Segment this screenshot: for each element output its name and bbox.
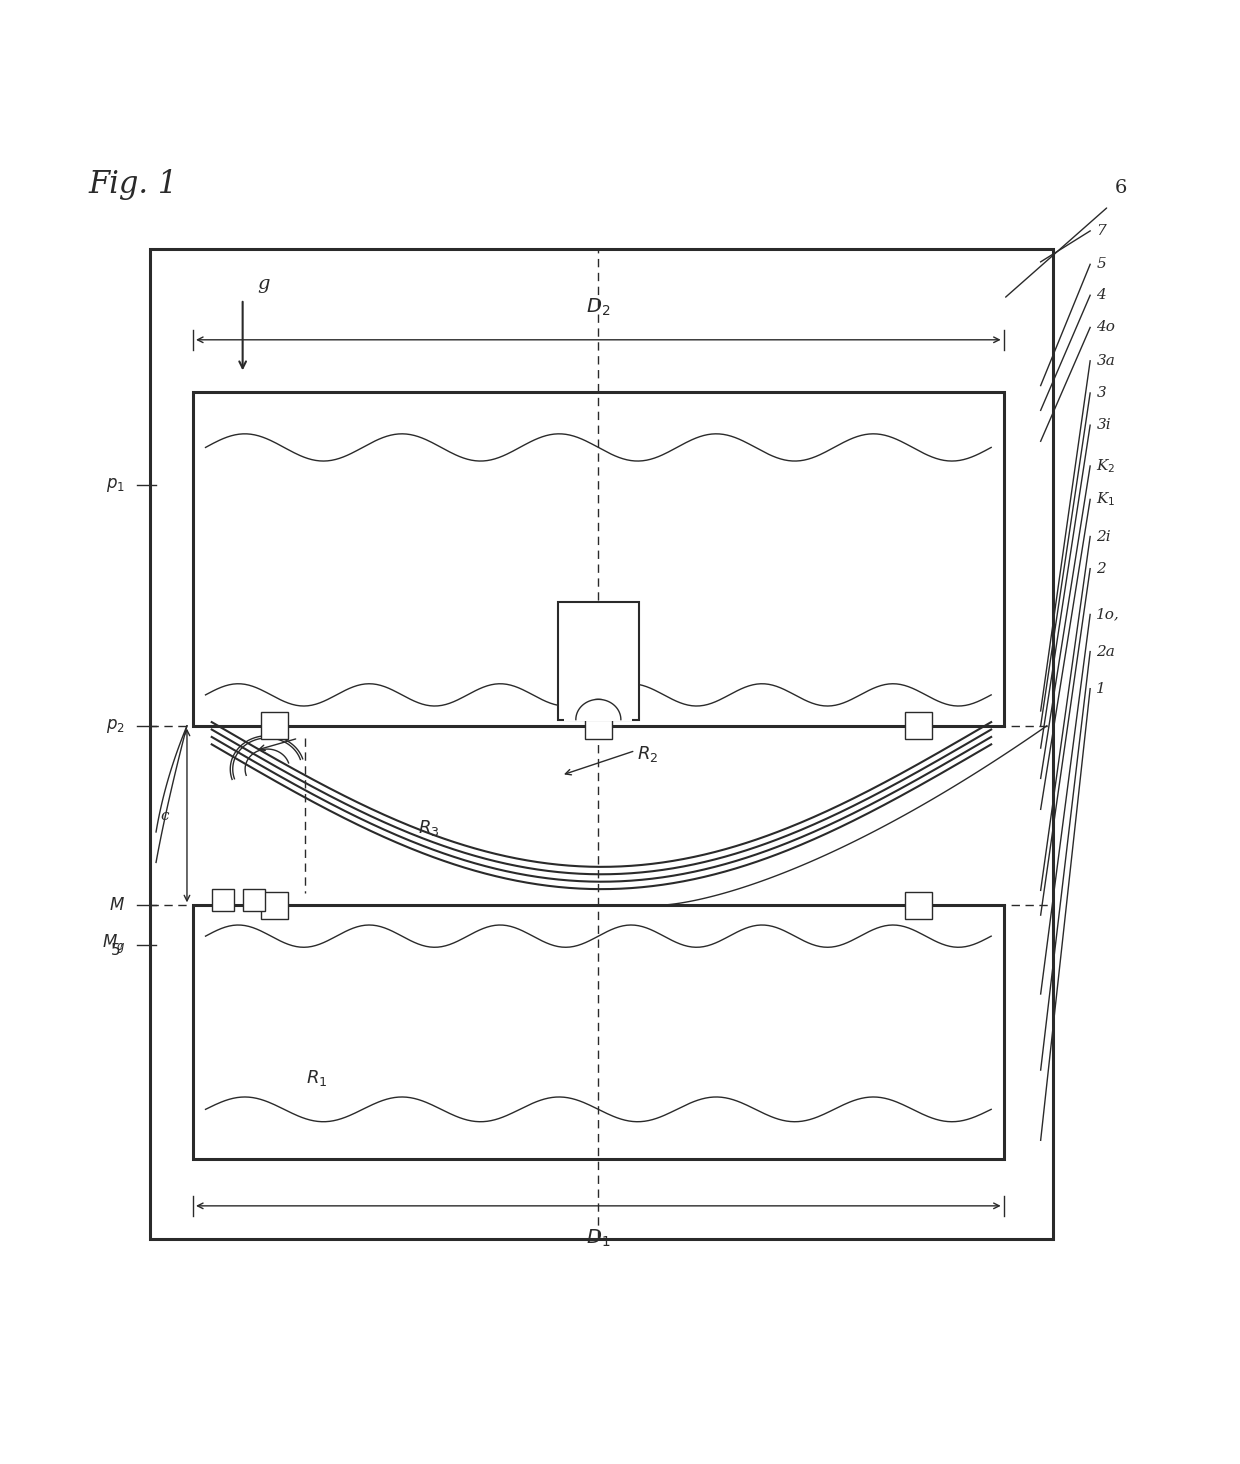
Text: 3: 3 [1096, 386, 1106, 400]
Text: 2: 2 [1096, 562, 1106, 575]
Bar [558, 602, 639, 720]
Text: $D_2$: $D_2$ [587, 296, 610, 318]
Text: 1: 1 [1096, 682, 1106, 695]
Text: 3i: 3i [1096, 419, 1111, 432]
Text: 4: 4 [1096, 288, 1106, 302]
Bar [212, 889, 234, 912]
Text: 4o: 4o [1096, 321, 1115, 334]
Text: $M$: $M$ [109, 897, 125, 914]
Bar [262, 892, 289, 919]
Text: $R_2$: $R_2$ [637, 744, 658, 764]
Text: 3a: 3a [1096, 354, 1115, 367]
Text: c: c [160, 808, 169, 823]
Text: $R_3$: $R_3$ [418, 818, 439, 837]
Text: K$_2$: K$_2$ [1096, 457, 1116, 474]
Bar [193, 905, 1003, 1159]
Text: $p_1$: $p_1$ [107, 476, 125, 495]
Bar [262, 712, 289, 739]
Text: $D_1$: $D_1$ [587, 1228, 610, 1249]
Text: 2a: 2a [1096, 644, 1115, 659]
Text: 1o,: 1o, [1096, 608, 1120, 621]
Text: K$_1$: K$_1$ [1096, 490, 1116, 508]
Text: g: g [258, 275, 270, 293]
Text: Fig. 1: Fig. 1 [88, 168, 177, 201]
Text: $5'$: $5'$ [110, 943, 125, 959]
Text: $M_g$: $M_g$ [102, 933, 125, 956]
Text: 2i: 2i [1096, 530, 1111, 543]
Text: 5: 5 [1096, 258, 1106, 271]
Bar [904, 892, 931, 919]
Bar [904, 712, 931, 739]
Text: $p_2$: $p_2$ [107, 717, 125, 735]
Bar [564, 700, 632, 720]
Text: $R_1$: $R_1$ [306, 1069, 327, 1088]
Bar [243, 889, 265, 912]
Text: 6: 6 [1115, 179, 1127, 196]
Text: 7: 7 [1096, 224, 1106, 239]
Bar [585, 712, 613, 739]
Bar [150, 249, 1053, 1239]
Bar [193, 392, 1003, 726]
